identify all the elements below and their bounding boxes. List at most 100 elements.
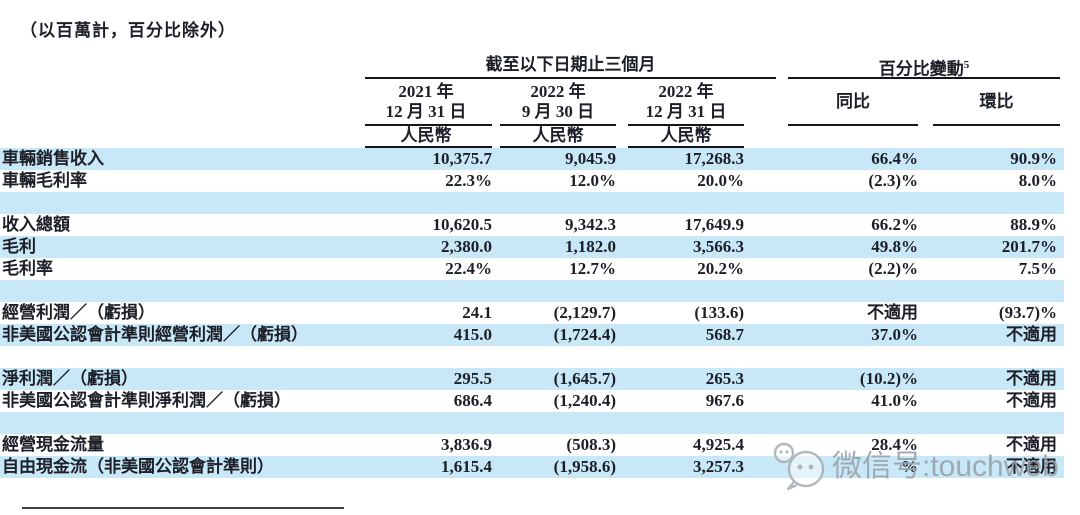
currency-label: 人民幣 bbox=[532, 126, 584, 145]
cell-v2 bbox=[500, 280, 616, 302]
wechat-icon bbox=[773, 442, 825, 491]
cell-yoy: 不適用 bbox=[867, 303, 918, 322]
pct-change-group-header: 百分比變動5 bbox=[788, 55, 1060, 80]
cell-qoq: 88.9% bbox=[1010, 215, 1057, 234]
cell-yoy: (2.3)% bbox=[868, 171, 918, 190]
cell-v2: 12.0% bbox=[569, 171, 616, 190]
column-header-date: 9 月 30 日 bbox=[521, 102, 595, 121]
column-header-2021-12-31: 2021 年 12 月 31 日 bbox=[360, 82, 492, 122]
cell-label: 經營利潤／（虧損） bbox=[2, 303, 155, 322]
table-row: 車輛毛利率 22.3% 12.0% 20.0% (2.3)% 8.0% bbox=[0, 170, 1064, 192]
table-row: 收入總額 10,620.5 9,342.3 17,649.9 66.2% 88.9% bbox=[0, 214, 1064, 236]
column-underline bbox=[628, 124, 744, 126]
cell-v1: 295.5 bbox=[453, 369, 492, 388]
table-row: 非美國公認會計準則淨利潤／（虧損） 686.4 (1,240.4) 967.6 41.0… bbox=[0, 390, 1064, 412]
currency-label: 人民幣 bbox=[660, 126, 712, 145]
cell-v2: (1,645.7) bbox=[553, 369, 616, 388]
cell-label: 車輛銷售收入 bbox=[2, 149, 104, 168]
table-row: 淨利潤／（虧損） 295.5 (1,645.7) 265.3 (10.2)% 不適用 bbox=[0, 368, 1064, 390]
cell-qoq: 201.7% bbox=[1001, 237, 1057, 256]
cell-v3 bbox=[628, 192, 744, 214]
cell-v2: 1,182.0 bbox=[565, 237, 616, 256]
cell-v1: 686.4 bbox=[453, 391, 492, 410]
cell-qoq: 不適用 bbox=[1006, 369, 1057, 388]
cell-qoq: 不適用 bbox=[1006, 325, 1057, 344]
cell-v3: 17,268.3 bbox=[684, 149, 745, 168]
cell-label bbox=[2, 346, 356, 368]
column-header-date: 12 月 31 日 bbox=[645, 102, 727, 121]
cell-label: 淨利潤／（虧損） bbox=[2, 369, 138, 388]
cell-v2 bbox=[500, 346, 616, 368]
currency-label: 人民幣 bbox=[400, 126, 452, 145]
column-header-year: 2022 年 bbox=[530, 82, 586, 101]
cell-qoq: 7.5% bbox=[1018, 259, 1057, 278]
watermark-text: 微信号:touchweb bbox=[832, 450, 1059, 483]
cell-qoq bbox=[930, 412, 1057, 434]
column-header-qoq: 環比 bbox=[979, 92, 1014, 111]
table-row: 毛利率 22.4% 12.7% 20.2% (2.2)% 7.5% bbox=[0, 258, 1064, 280]
table-row-spacer bbox=[0, 412, 1064, 434]
cell-v3: 20.0% bbox=[697, 171, 744, 190]
cell-v2: (508.3) bbox=[566, 435, 616, 454]
cell-yoy: 37.0% bbox=[871, 325, 918, 344]
cell-v2 bbox=[500, 192, 616, 214]
cell-yoy: 49.8% bbox=[871, 237, 918, 256]
cell-yoy: 41.0% bbox=[871, 391, 918, 410]
table-row-spacer bbox=[0, 192, 1064, 214]
cell-label: 自由現金流（非美國公認會計準則） bbox=[2, 457, 274, 476]
cell-label: 車輛毛利率 bbox=[2, 171, 87, 190]
cell-v2: 9,045.9 bbox=[565, 149, 616, 168]
cell-v3 bbox=[628, 412, 744, 434]
table-row: 經營利潤／（虧損） 24.1 (2,129.7) (133.6) 不適用 (93.7)% bbox=[0, 302, 1064, 324]
cell-yoy bbox=[784, 192, 918, 214]
cell-yoy: 66.4% bbox=[871, 149, 918, 168]
cell-v3 bbox=[628, 346, 744, 368]
table-row-spacer bbox=[0, 280, 1064, 302]
cell-yoy bbox=[784, 280, 918, 302]
cell-yoy: % bbox=[901, 457, 918, 476]
cell-v1 bbox=[360, 192, 492, 214]
cell-v3 bbox=[628, 280, 744, 302]
cell-v2: (1,958.6) bbox=[553, 457, 616, 476]
cell-v1: 1,615.4 bbox=[441, 457, 492, 476]
cell-v3: 3,257.3 bbox=[693, 457, 744, 476]
cell-v3: 265.3 bbox=[705, 369, 744, 388]
column-header-year: 2021 年 bbox=[398, 82, 454, 101]
cell-v1: 415.0 bbox=[453, 325, 492, 344]
cell-qoq: (93.7)% bbox=[998, 303, 1057, 322]
cell-v3: 4,925.4 bbox=[693, 435, 744, 454]
cell-v2: (1,724.4) bbox=[553, 325, 616, 344]
cell-label: 非美國公認會計準則淨利潤／（虧損） bbox=[2, 391, 291, 410]
cell-qoq: 不適用 bbox=[1006, 457, 1057, 476]
cell-v1 bbox=[360, 346, 492, 368]
cell-qoq bbox=[930, 346, 1057, 368]
footnote-rule bbox=[22, 507, 344, 509]
cell-v3: (133.6) bbox=[694, 303, 744, 322]
table-row: 車輛銷售收入 10,375.7 9,045.9 17,268.3 66.4% 90.9% bbox=[0, 148, 1064, 170]
column-header-2022-09-30: 2022 年 9 月 30 日 bbox=[500, 82, 616, 122]
cell-v3: 568.7 bbox=[705, 325, 744, 344]
cell-label: 毛利率 bbox=[2, 259, 53, 278]
cell-qoq: 不適用 bbox=[1006, 391, 1057, 410]
cell-qoq bbox=[930, 280, 1057, 302]
cell-v3: 967.6 bbox=[705, 391, 744, 410]
watermark: 微信号:touchweb bbox=[770, 438, 1070, 496]
column-underline bbox=[500, 124, 616, 126]
cell-v1: 2,380.0 bbox=[441, 237, 492, 256]
cell-yoy: 66.2% bbox=[871, 215, 918, 234]
cell-v2: 12.7% bbox=[569, 259, 616, 278]
cell-yoy: (10.2)% bbox=[859, 369, 918, 388]
cell-v2: 9,342.3 bbox=[565, 215, 616, 234]
pct-change-label: 百分比變動 bbox=[878, 59, 964, 79]
cell-qoq: 90.9% bbox=[1010, 149, 1057, 168]
cell-v1: 22.3% bbox=[445, 171, 492, 190]
cell-v2: (1,240.4) bbox=[553, 391, 616, 410]
cell-yoy: (2.2)% bbox=[868, 259, 918, 278]
cell-v1: 24.1 bbox=[462, 303, 492, 322]
cell-label: 非美國公認會計準則經營利潤／（虧損） bbox=[2, 325, 308, 344]
cell-v1: 22.4% bbox=[445, 259, 492, 278]
column-header-year: 2022 年 bbox=[658, 82, 714, 101]
table-row: 毛利 2,380.0 1,182.0 3,566.3 49.8% 201.7% bbox=[0, 236, 1064, 258]
footnote-superscript: 5 bbox=[963, 59, 970, 71]
